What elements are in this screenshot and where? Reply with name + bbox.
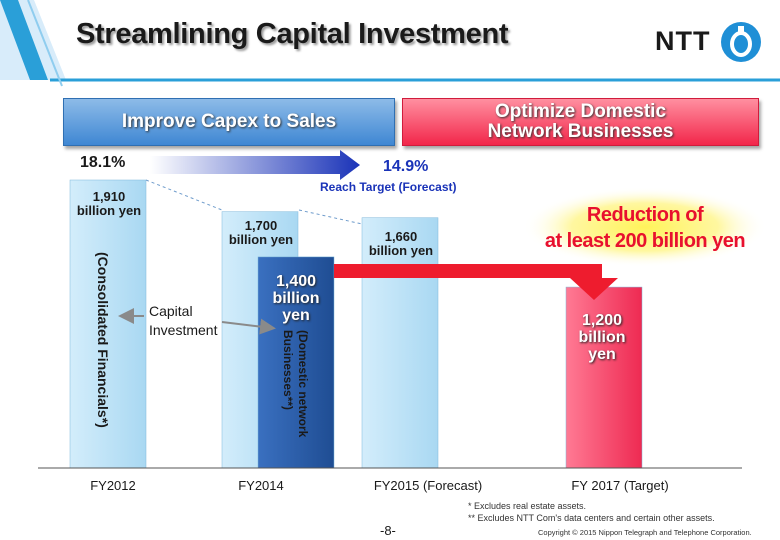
ratio-end: 14.9% [383,158,429,175]
reduction-glow [523,187,767,267]
label-fy2017: 1,200 billion yen [578,312,626,363]
ntt-logo-text: NTT [655,26,711,56]
footnote-2: ** Excludes NTT Com's data centers and c… [468,513,715,523]
bar-consolidated-0 [69,179,147,469]
label-domestic-2014: 1,400 billion yen [272,273,320,324]
ntt-logo-icon [721,22,761,62]
header-capex-to-sales: Improve Capex to Sales [63,98,395,146]
header-left-text: Improve Capex to Sales [121,111,337,132]
page-title: Streamlining Capital Investment [76,18,509,50]
xtick-fy2012: FY2012 [90,478,136,493]
bar-domestic-1 [257,256,335,469]
connector-2012-2014 [145,179,223,211]
bar-consolidated-2 [361,217,439,469]
footnote-1: * Excludes real estate assets. [468,501,587,511]
series-domestic-label: (Domestic network Businesses**) [281,330,310,438]
series-consolidated-label: (Consolidated Financials*) [95,252,111,428]
reduction-line1: Reduction of [586,204,704,226]
xtick-fy2014: FY2014 [238,478,284,493]
connector-2014-2015 [298,209,363,225]
ratio-start: 18.1% [80,154,126,171]
reduction-arrow-shaft [334,264,602,278]
label-fy2014: 1,700 billion yen [228,218,294,247]
label-fy2012: 1,910 billion yen [76,189,142,218]
capital-arrow-right [221,318,276,335]
header-right-line2: Network Businesses [487,121,674,142]
reduction-callout: Reduction of at least 200 billion yen [520,202,770,254]
header-optimize-domestic: Optimize Domestic Network Businesses [402,98,759,146]
label-fy2015: 1,660 billion yen [368,229,434,258]
capital-investment-label: Capital Investment [149,303,218,338]
xtick-fy2017: FY 2017 (Target) [571,478,669,493]
copyright: Copyright © 2015 Nippon Telegraph and Te… [538,528,752,537]
reduction-line2: at least 200 billion yen [544,230,746,252]
ratio-arrow [150,150,360,180]
reach-target-label: Reach Target (Forecast) [320,180,457,194]
xtick-fy2015: FY2015 (Forecast) [373,478,483,493]
header-decoration [0,0,780,87]
page-number: -8- [380,523,396,538]
header-right-line1: Optimize Domestic [494,101,667,122]
